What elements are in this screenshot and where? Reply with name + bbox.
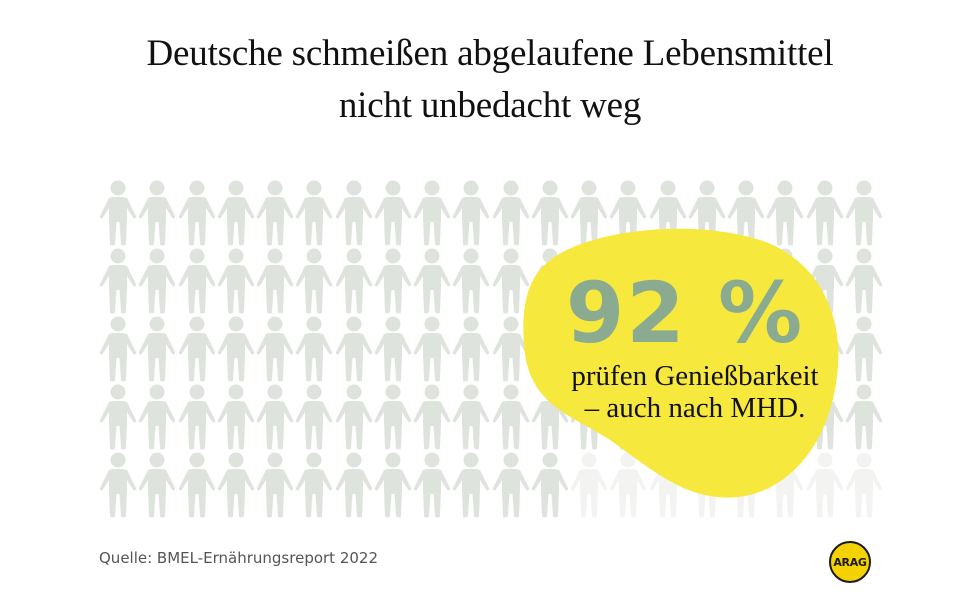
person-icon-filled bbox=[216, 384, 256, 450]
person-icon-filled bbox=[844, 316, 884, 382]
person-icon-filled bbox=[98, 180, 138, 246]
person-icon-faded bbox=[608, 452, 648, 518]
person-icon-filled bbox=[294, 180, 334, 246]
person-icon-filled bbox=[412, 452, 452, 518]
person-icon-filled bbox=[294, 384, 334, 450]
person-icon-filled bbox=[412, 248, 452, 314]
person-icon-filled bbox=[294, 248, 334, 314]
person-icon-filled bbox=[491, 384, 531, 450]
person-icon-filled bbox=[334, 180, 374, 246]
person-icon-filled bbox=[451, 452, 491, 518]
caption-line-1: prüfen Genießbarkeit bbox=[571, 360, 819, 392]
person-icon-filled bbox=[255, 248, 295, 314]
logo-text: ARAG bbox=[833, 555, 867, 569]
person-icon-filled bbox=[373, 180, 413, 246]
person-icon-filled bbox=[491, 180, 531, 246]
person-icon-filled bbox=[216, 248, 256, 314]
title-line-1: Deutsche schmeißen abgelaufene Lebensmit… bbox=[146, 33, 834, 74]
person-icon-filled bbox=[294, 316, 334, 382]
person-icon-filled bbox=[648, 180, 688, 246]
person-icon-filled bbox=[844, 180, 884, 246]
person-icon-filled bbox=[726, 180, 766, 246]
person-icon-filled bbox=[137, 316, 177, 382]
chart-title: Deutsche schmeißen abgelaufene Lebensmit… bbox=[0, 28, 980, 132]
person-icon-filled bbox=[98, 248, 138, 314]
person-icon-filled bbox=[98, 384, 138, 450]
person-icon-filled bbox=[255, 384, 295, 450]
person-icon-filled bbox=[137, 452, 177, 518]
person-icon-filled bbox=[177, 316, 217, 382]
person-icon-filled bbox=[216, 180, 256, 246]
person-icon-filled bbox=[334, 248, 374, 314]
person-icon-filled bbox=[530, 180, 570, 246]
person-icon-filled bbox=[177, 384, 217, 450]
person-icon-filled bbox=[255, 452, 295, 518]
percentage-value: 92 % bbox=[565, 264, 805, 362]
person-icon-filled bbox=[530, 452, 570, 518]
person-icon-filled bbox=[177, 248, 217, 314]
person-icon-filled bbox=[98, 316, 138, 382]
person-icon-filled bbox=[451, 248, 491, 314]
person-icon-filled bbox=[177, 452, 217, 518]
person-icon-filled bbox=[373, 384, 413, 450]
person-icon-filled bbox=[137, 384, 177, 450]
person-icon-filled bbox=[451, 316, 491, 382]
title-line-2: nicht unbedacht weg bbox=[338, 85, 642, 126]
highlight-caption: prüfen Genießbarkeit – auch nach MHD. bbox=[540, 360, 850, 424]
person-icon-filled bbox=[608, 180, 648, 246]
person-icon-filled bbox=[412, 384, 452, 450]
person-icon-filled bbox=[765, 180, 805, 246]
person-icon-filled bbox=[569, 180, 609, 246]
person-icon-filled bbox=[451, 180, 491, 246]
arag-logo: ARAG bbox=[829, 541, 871, 583]
person-icon-filled bbox=[216, 452, 256, 518]
person-icon-filled bbox=[805, 180, 845, 246]
person-icon-filled bbox=[687, 180, 727, 246]
person-icon-filled bbox=[255, 180, 295, 246]
person-icon-filled bbox=[255, 316, 295, 382]
person-icon-filled bbox=[491, 316, 531, 382]
person-icon-filled bbox=[334, 316, 374, 382]
person-icon-filled bbox=[491, 452, 531, 518]
person-icon-filled bbox=[216, 316, 256, 382]
person-icon-filled bbox=[412, 316, 452, 382]
person-icon-filled bbox=[373, 248, 413, 314]
caption-line-2: – auch nach MHD. bbox=[584, 392, 806, 424]
person-icon-filled bbox=[844, 248, 884, 314]
person-icon-filled bbox=[373, 316, 413, 382]
person-icon-faded bbox=[805, 452, 845, 518]
person-icon-filled bbox=[137, 248, 177, 314]
person-icon-faded bbox=[569, 452, 609, 518]
person-icon-faded bbox=[844, 452, 884, 518]
person-icon-filled bbox=[805, 248, 845, 314]
person-icon-filled bbox=[294, 452, 334, 518]
source-note: Quelle: BMEL-Ernährungsreport 2022 bbox=[99, 549, 379, 567]
person-icon-filled bbox=[451, 384, 491, 450]
person-icon-filled bbox=[98, 452, 138, 518]
person-icon-filled bbox=[373, 452, 413, 518]
person-icon-filled bbox=[177, 180, 217, 246]
person-icon-filled bbox=[334, 452, 374, 518]
person-icon-filled bbox=[334, 384, 374, 450]
person-icon-filled bbox=[412, 180, 452, 246]
person-icon-filled bbox=[491, 248, 531, 314]
person-icon-filled bbox=[844, 384, 884, 450]
person-icon-filled bbox=[137, 180, 177, 246]
